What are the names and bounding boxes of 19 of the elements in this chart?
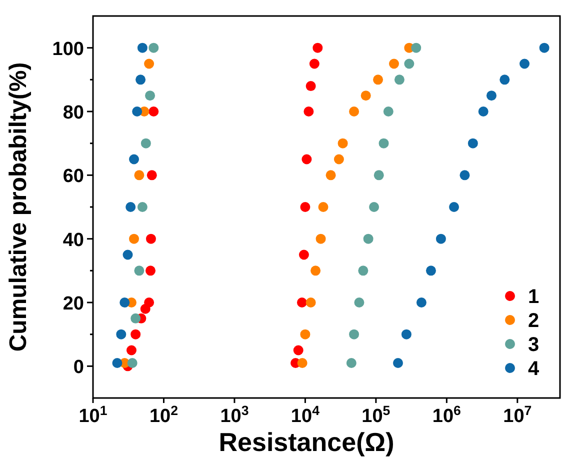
x-tick-label: 10$^{6}$ bbox=[432, 402, 461, 427]
y-tick-label: 0 bbox=[73, 357, 84, 378]
y-tick-label: 40 bbox=[62, 230, 84, 251]
x-tick-label: 10$^{3}$ bbox=[220, 402, 249, 427]
legend-label: 1 bbox=[528, 286, 540, 308]
y-tick-label: 100 bbox=[52, 38, 84, 60]
y-tick-label: 20 bbox=[62, 294, 84, 314]
x-axis-title: Resistance(Ω) bbox=[218, 427, 394, 457]
y-tick-label: 60 bbox=[62, 166, 84, 188]
x-tick-label: 10$^{7}$ bbox=[503, 402, 532, 427]
x-tick-label: 10$^{5}$ bbox=[362, 402, 391, 427]
x-tick-label: 10$^{4}$ bbox=[290, 402, 320, 427]
y-axis-title: Cumulative probabilty(%) bbox=[5, 62, 32, 352]
x-tick-label: 10$^{2}$ bbox=[149, 402, 178, 427]
x-tick-label: 10$^{1}$ bbox=[78, 402, 108, 427]
legend-label: 4 bbox=[528, 358, 540, 380]
legend-label: 2 bbox=[528, 310, 540, 332]
legend-label: 3 bbox=[528, 334, 540, 356]
y-tick-label: 80 bbox=[62, 102, 84, 124]
